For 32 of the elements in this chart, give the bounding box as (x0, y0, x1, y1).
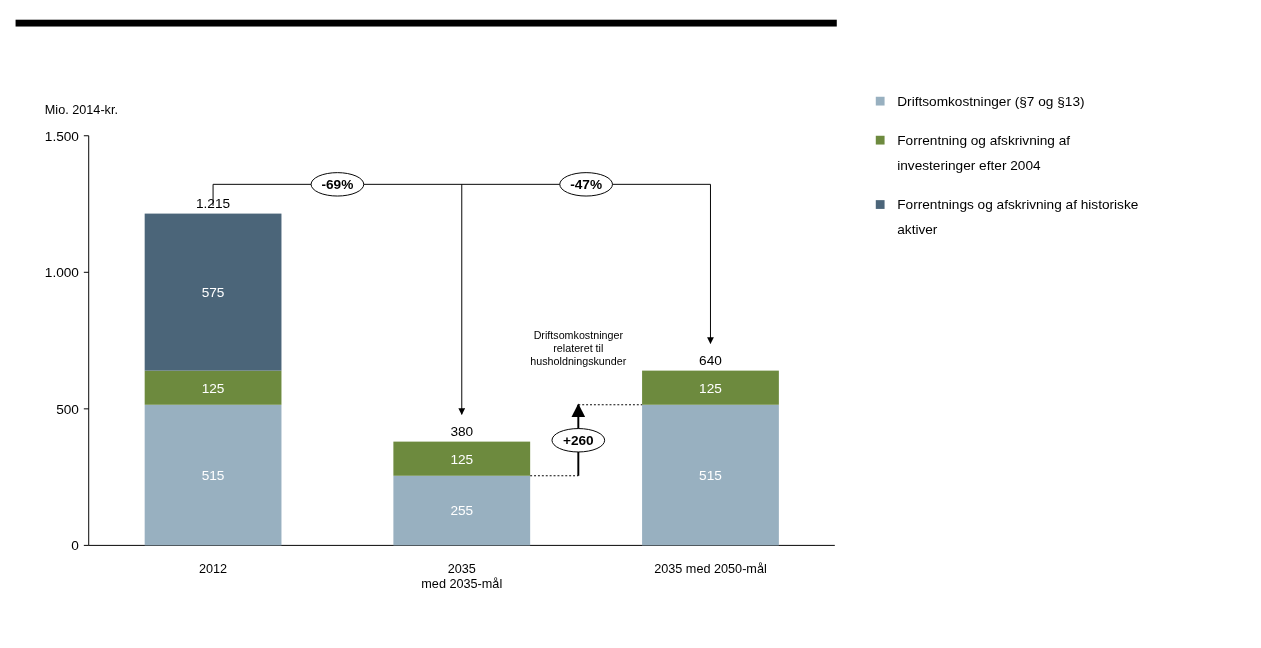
data-label: 255 (450, 503, 474, 519)
bar (144, 370, 282, 405)
bar (393, 441, 531, 476)
data-label: 515 (699, 467, 723, 483)
total-label: 640 (699, 352, 723, 368)
bar (642, 404, 779, 546)
data-label: 575 (201, 284, 225, 300)
data-label: 125 (201, 380, 225, 396)
y-tick-label: 1.500 (44, 128, 80, 144)
x-tick-label: 2035 med 2050-mål (654, 561, 767, 576)
annotation: +260 (562, 433, 595, 449)
bar (393, 475, 531, 546)
annotation: Driftsomkostninger relateret til husholdningskunder (530, 329, 627, 367)
legend-label: Forrentning og afskrivning af investeringer efter 2004 (897, 132, 1071, 173)
data-label: 125 (450, 451, 474, 467)
legend-label: Forrentnings og afskrivning af historiske aktiver (897, 196, 1139, 238)
y-axis-title: Mio. 2014-kr. (44, 103, 118, 118)
data-label: 125 (699, 380, 723, 396)
data-label: 515 (201, 467, 225, 483)
bar (144, 404, 282, 546)
bar (144, 213, 282, 371)
annotation: -69% (321, 177, 354, 193)
total-label: 1.215 (196, 195, 231, 211)
x-tick-label: 2012 (198, 561, 228, 576)
y-tick-label: 500 (56, 401, 80, 417)
y-tick-label: 1.000 (44, 265, 80, 281)
annotation: -47% (570, 177, 603, 193)
legend-label: Driftsomkostninger (§7 og §13) (897, 93, 1085, 109)
total-label: 380 (450, 423, 474, 439)
y-tick-label: 0 (71, 538, 80, 554)
bar (642, 370, 779, 405)
x-tick-label: 2035 med 2035-mål (421, 561, 503, 592)
